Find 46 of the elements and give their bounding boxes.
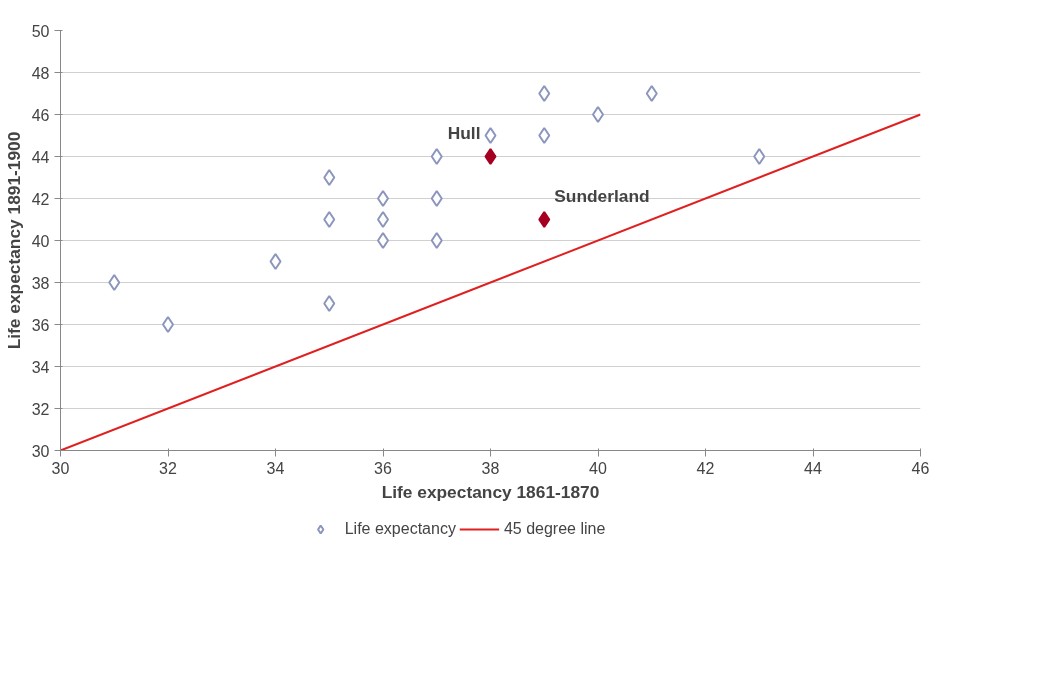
point: [538, 211, 551, 228]
x-tick-label: 38: [481, 459, 500, 477]
point: [377, 232, 389, 249]
y-axis-title: Life expectancy 1891-1900: [3, 131, 24, 350]
y-tick-label: 42: [31, 190, 50, 208]
x-axis-title: Life expectancy 1861-1870: [381, 481, 600, 502]
x-tick-label: 40: [589, 459, 607, 477]
legend-label: 45 degree line: [503, 520, 606, 538]
point: [484, 127, 497, 144]
point: [323, 295, 336, 312]
point: [430, 190, 443, 207]
x-tick-label: 34: [266, 459, 285, 477]
y-tick-label: 50: [31, 22, 50, 40]
point: [108, 274, 121, 291]
y-tick-label: 36: [31, 316, 50, 334]
y-tick-label: 32: [31, 400, 50, 418]
x-tick-label: 36: [374, 459, 392, 477]
point: [538, 85, 551, 102]
point: [538, 127, 551, 144]
x-tick-label: 32: [159, 459, 177, 477]
x-tick-label: 42: [696, 459, 715, 477]
annotation: Sunderland: [554, 185, 650, 206]
point: [430, 148, 443, 165]
point: [323, 169, 336, 186]
annotation: Hull: [447, 122, 481, 143]
y-tick-label: 34: [31, 358, 50, 376]
y-tick-label: 38: [31, 274, 50, 292]
y-tick-label: 48: [31, 64, 50, 82]
point: [377, 190, 389, 207]
point: [269, 253, 282, 270]
point: [323, 211, 336, 228]
point: [162, 316, 174, 333]
x-tick-label: 30: [51, 459, 70, 477]
point: [753, 148, 766, 165]
y-tick-label: 44: [31, 148, 50, 166]
point: [430, 232, 443, 249]
point: [484, 148, 497, 165]
y-tick-label: 40: [31, 232, 50, 250]
legend-label: Life expectancy: [344, 520, 456, 538]
x-tick-label: 44: [804, 459, 822, 477]
point: [592, 106, 604, 123]
x-tick-label: 46: [911, 459, 930, 477]
y-tick-label: 46: [31, 106, 50, 124]
point: [377, 211, 389, 228]
point: [645, 85, 658, 102]
y-tick-label: 30: [31, 442, 50, 460]
